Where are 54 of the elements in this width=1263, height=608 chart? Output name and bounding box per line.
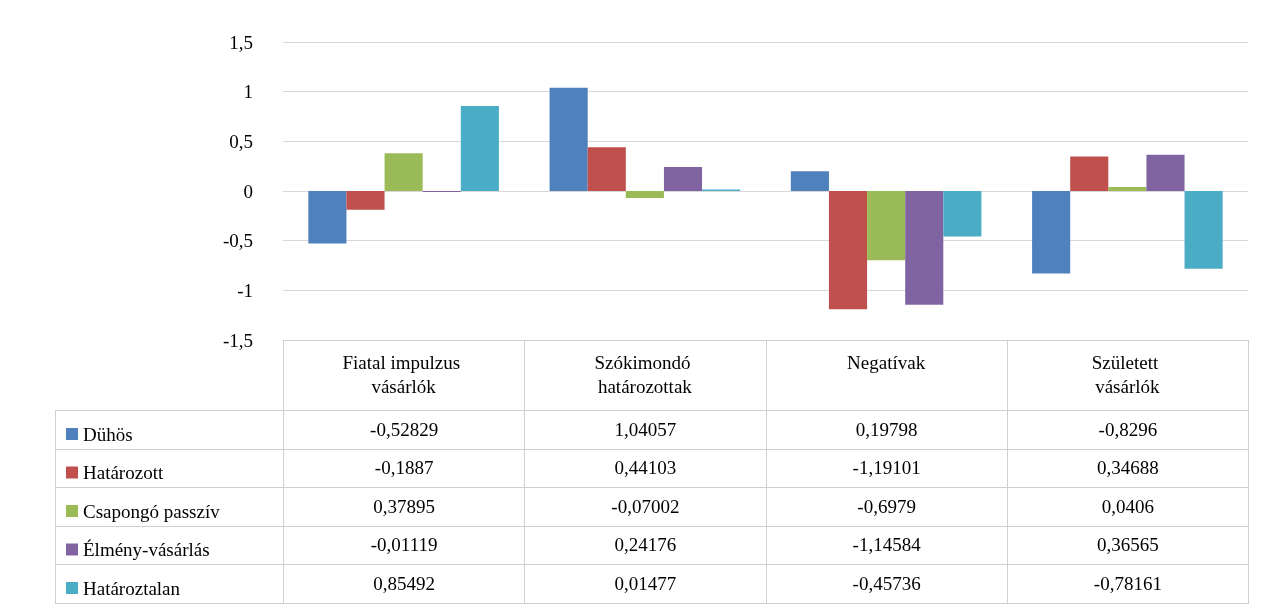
x-tick-label: Fiatal impulzus vásárlók bbox=[342, 351, 465, 397]
data-label: 0,24176 bbox=[524, 525, 767, 565]
bar bbox=[867, 191, 906, 261]
data-label: -0,8296 bbox=[1006, 410, 1249, 450]
y-tick-label: -1 bbox=[237, 279, 253, 301]
bar bbox=[587, 147, 626, 191]
data-label: -1,14584 bbox=[765, 525, 1008, 565]
data-label: 0,34688 bbox=[1006, 448, 1249, 488]
data-label: -0,45736 bbox=[765, 564, 1008, 604]
data-label: 0,85492 bbox=[283, 564, 526, 604]
bar bbox=[549, 87, 588, 191]
legend-label: Határozott bbox=[83, 462, 164, 483]
data-label: -0,52829 bbox=[283, 410, 526, 450]
data-label: -1,19101 bbox=[765, 448, 1008, 488]
data-label: 0,01477 bbox=[524, 564, 767, 604]
data-label: 0,37895 bbox=[283, 487, 526, 527]
x-tick-label: Negatívak bbox=[847, 351, 926, 373]
data-label: -0,1887 bbox=[283, 448, 526, 488]
bar bbox=[905, 191, 944, 305]
y-tick-label: -0,5 bbox=[222, 230, 253, 252]
bar bbox=[460, 106, 499, 191]
y-tick-label: 0,5 bbox=[229, 130, 253, 152]
bar bbox=[308, 191, 347, 244]
data-label: -0,01119 bbox=[283, 525, 526, 565]
data-label: 1,04057 bbox=[524, 410, 767, 450]
x-tick-label: Szókimondó határozottak bbox=[594, 351, 696, 397]
data-label: -0,6979 bbox=[765, 487, 1008, 527]
bar bbox=[625, 191, 664, 198]
bar bbox=[346, 191, 385, 210]
bar bbox=[1108, 186, 1147, 191]
bar bbox=[1032, 191, 1071, 274]
legend-label: Élmény-vásárlás bbox=[83, 539, 210, 560]
data-label: -0,07002 bbox=[524, 487, 767, 527]
bar bbox=[1070, 156, 1109, 191]
legend-label: Határoztalan bbox=[83, 577, 181, 599]
bar bbox=[384, 153, 423, 191]
legend-label: Csapongó passzív bbox=[83, 500, 221, 522]
y-tick-label: 0 bbox=[243, 180, 253, 202]
bar bbox=[828, 191, 868, 310]
bar bbox=[943, 191, 982, 237]
data-label: 0,19798 bbox=[765, 410, 1008, 450]
data-label: 0,44103 bbox=[524, 448, 767, 488]
y-tick-label: -1,5 bbox=[222, 329, 253, 351]
data-label: -0,78161 bbox=[1006, 564, 1249, 604]
legend-label: Dühös bbox=[83, 423, 133, 445]
y-tick-label: 1 bbox=[243, 81, 253, 103]
y-tick-label: 1,5 bbox=[229, 31, 253, 53]
data-label: 0,0406 bbox=[1006, 487, 1249, 527]
bar bbox=[1184, 191, 1223, 269]
x-tick-label: Született vásárlók bbox=[1091, 351, 1163, 397]
data-label: 0,36565 bbox=[1006, 525, 1249, 565]
bar bbox=[1146, 154, 1185, 191]
bar bbox=[663, 166, 703, 191]
bar bbox=[790, 171, 829, 191]
